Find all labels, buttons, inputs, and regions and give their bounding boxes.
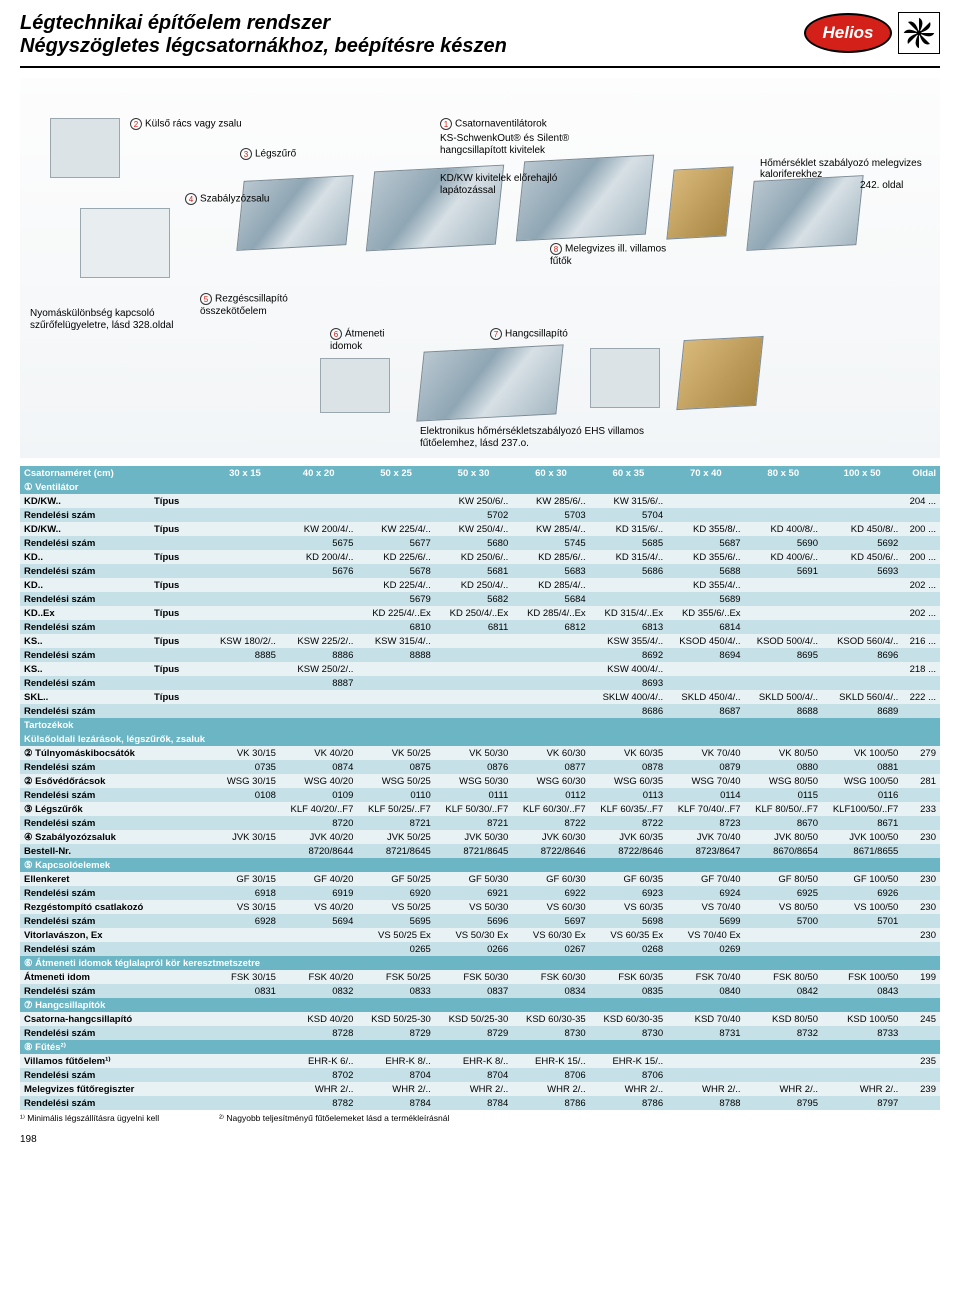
table-row: Rendelési szám87028704870487068706 <box>20 1068 940 1082</box>
table-row: KS..TípusKSW 250/2/..KSW 400/4/..218 ... <box>20 662 940 676</box>
table-row: KD/KW..TípusKW 200/4/..KW 225/4/..KW 250… <box>20 522 940 536</box>
table-row: Bestell-Nr.8720/86448721/86458721/864587… <box>20 844 940 858</box>
section-tartozekok: Tartozékok <box>20 718 940 732</box>
table-row: ④ SzabályozózsalukJVK 30/15JVK 40/20JVK … <box>20 830 940 844</box>
table-row: KD..ExTípusKD 225/4/..ExKD 250/4/..ExKD … <box>20 606 940 620</box>
table-row: Melegvizes fűtőregiszterWHR 2/..WHR 2/..… <box>20 1082 940 1096</box>
diagram-label-2: 2Külső rács vagy zsalu <box>130 118 242 131</box>
section-atmeneti: ⑥ Átmeneti idomok téglalapról kör keresz… <box>20 956 940 970</box>
table-row: SKL..TípusSKLW 400/4/..SKLD 450/4/..SKLD… <box>20 690 940 704</box>
table-row: Átmeneti idomFSK 30/15FSK 40/20FSK 50/25… <box>20 970 940 984</box>
table-row: KD..TípusKD 225/4/..KD 250/4/..KD 285/4/… <box>20 578 940 592</box>
section-futes: ⑧ Fűtés²⁾ <box>20 1040 940 1054</box>
table-row: Rendelési szám02650266026702680269 <box>20 942 940 956</box>
diagram-label-1: 1Csatornaventilátorok <box>440 118 547 131</box>
table-row: Rendelési szám69186919692069216922692369… <box>20 886 940 900</box>
section-ventilator: ① Ventilátor <box>20 480 940 494</box>
page-number: 198 <box>20 1134 940 1145</box>
table-row: ② TúlnyomáskibocsátókVK 30/15VK 40/20VK … <box>20 746 940 760</box>
diagram-label-7: 7Hangcsillapító <box>490 328 568 341</box>
table-row: Rezgéstompító csatlakozóVS 30/15VS 40/20… <box>20 900 940 914</box>
table-row: Rendelési szám87828784878487868786878887… <box>20 1096 940 1110</box>
helios-logo: Helios <box>804 13 892 53</box>
table-row: Rendelési szám68106811681268136814 <box>20 620 940 634</box>
table-row: ③ LégszűrőkKLF 40/20/..F7KLF 50/25/..F7K… <box>20 802 940 816</box>
table-row: Rendelési szám56755677568057455685568756… <box>20 536 940 550</box>
diagram-label-6: 6Átmeneti idomok <box>330 328 400 353</box>
table-row: Rendelési szám87208721872187228722872386… <box>20 816 940 830</box>
diagram-label-1c: KD/KW kivitelek előrehajló lapátozással <box>440 173 600 197</box>
diagram-label-1b: KS-SchwenkOut® és Silent® hangcsillapíto… <box>440 133 620 157</box>
diagram-label-3: 3Légszűrő <box>240 148 296 161</box>
table-row: KS..TípusKSW 180/2/..KSW 225/2/..KSW 315… <box>20 634 940 648</box>
table-row: KD/KW..TípusKW 250/6/..KW 285/6/..KW 315… <box>20 494 940 508</box>
table-row: ② EsővédőrácsokWSG 30/15WSG 40/20WSG 50/… <box>20 774 940 788</box>
table-row: EllenkeretGF 30/15GF 40/20GF 50/25GF 50/… <box>20 872 940 886</box>
spec-table: Csatornaméret (cm) 30 x 1540 x 2050 x 25… <box>20 466 940 1110</box>
fan-icon <box>898 12 940 54</box>
diagram-label-8: 8Melegvizes ill. villamos fűtők <box>550 243 670 268</box>
diagram-label-4: 4Szabályzózsalu <box>185 193 269 206</box>
diagram-label-ehs: Elektronikus hőmérsékletszabályozó EHS v… <box>420 426 680 450</box>
diagram-right-note: Hőmérséklet szabályozó melegvizes kalori… <box>760 158 930 191</box>
table-row: Rendelési szám08310832083308370834083508… <box>20 984 940 998</box>
table-row: Rendelési szám56765678568156835686568856… <box>20 564 940 578</box>
table-row: Csatorna-hangcsillapítóKSD 40/20KSD 50/2… <box>20 1012 940 1026</box>
diagram-label-5: 5Rezgéscsillapító összekötőelem <box>200 293 310 318</box>
section-kapcsolo: ⑤ Kapcsolóelemek <box>20 858 940 872</box>
table-row: Rendelési szám07350874087508760877087808… <box>20 760 940 774</box>
table-row: Villamos fűtőelem¹⁾EHR-K 6/..EHR-K 8/..E… <box>20 1054 940 1068</box>
page-title: Légtechnikai építőelem rendszerNégyszögl… <box>20 12 507 58</box>
table-row: Rendelési szám01080109011001110112011301… <box>20 788 940 802</box>
table-row: Rendelési szám8686868786888689 <box>20 704 940 718</box>
table-row: Rendelési szám570257035704 <box>20 508 940 522</box>
table-row: Rendelési szám88858886888886928694869586… <box>20 648 940 662</box>
table-row: Rendelési szám88878693 <box>20 676 940 690</box>
diagram-label-pressure: Nyomáskülönbség kapcsoló szűrőfelügyelet… <box>30 308 190 332</box>
table-row: Rendelési szám5679568256845689 <box>20 592 940 606</box>
table-row: Rendelési szám87288729872987308730873187… <box>20 1026 940 1040</box>
table-header-row: Csatornaméret (cm) 30 x 1540 x 2050 x 25… <box>20 466 940 480</box>
table-row: Rendelési szám69285694569556965697569856… <box>20 914 940 928</box>
product-diagram: 2Külső rács vagy zsalu 3Légszűrő 4Szabál… <box>20 78 940 458</box>
footnotes: ¹⁾ Minimális légszállításra ügyelni kell… <box>20 1113 940 1124</box>
section-kulso: Külsőoldali lezárások, légszűrők, zsaluk <box>20 732 940 746</box>
brand-logo: Helios <box>804 12 940 54</box>
table-row: KD..TípusKD 200/4/..KD 225/6/..KD 250/6/… <box>20 550 940 564</box>
table-row: Vitorlavászon, ExVS 50/25 ExVS 50/30 ExV… <box>20 928 940 942</box>
section-hang: ⑦ Hangcsillapítók <box>20 998 940 1012</box>
